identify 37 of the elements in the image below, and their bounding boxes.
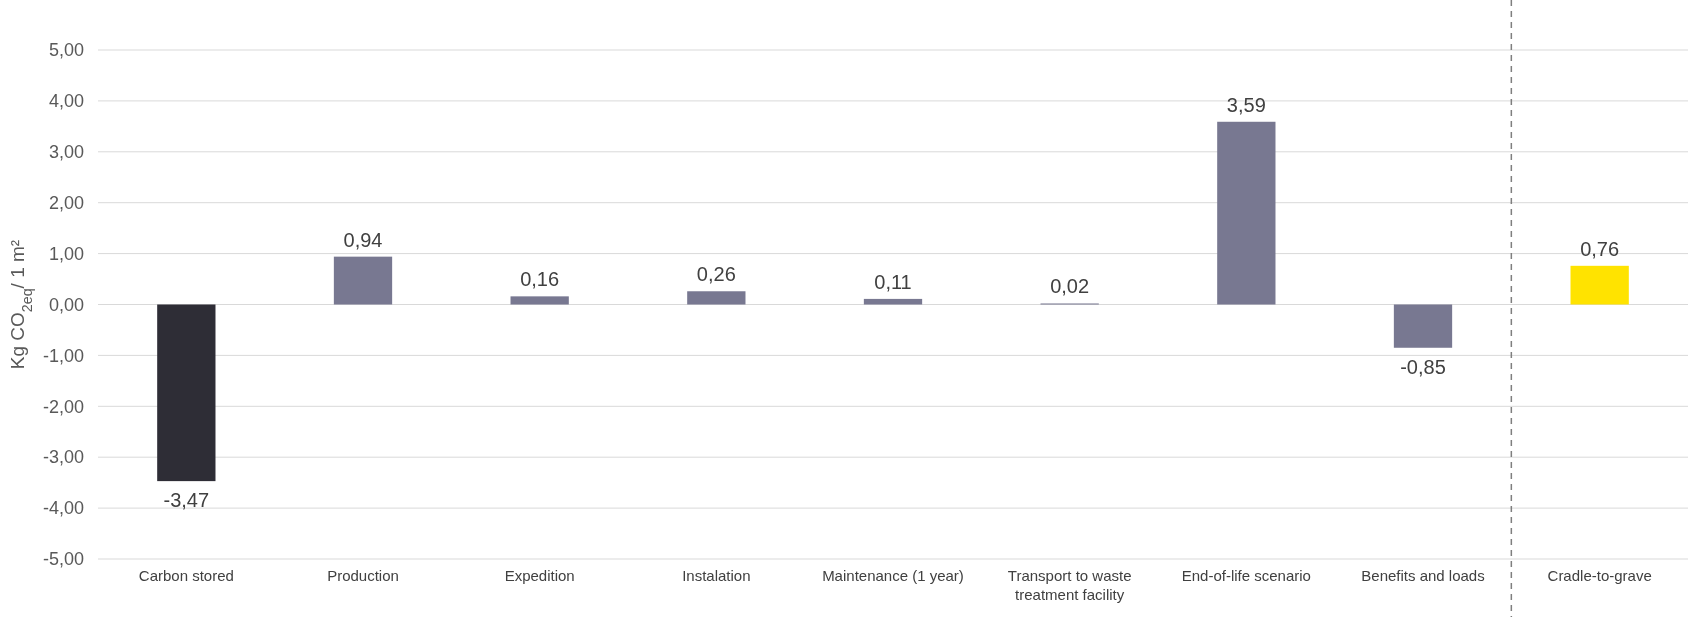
x-tick-label: Cradle-to-grave: [1547, 567, 1652, 584]
y-tick-label: -3,00: [42, 447, 84, 468]
bar: [1393, 304, 1453, 348]
y-tick-label: 5,00: [48, 40, 84, 61]
data-label: 0,26: [696, 263, 736, 286]
x-tick-label: Benefits and loads: [1361, 567, 1485, 584]
bar: [1570, 265, 1629, 305]
bar: [510, 296, 569, 305]
bar: [1217, 121, 1276, 305]
data-label: 0,16: [520, 268, 560, 291]
data-label: 0,76: [1580, 237, 1620, 260]
x-tick-label: End-of-life scenario: [1181, 567, 1311, 584]
data-label: 0,11: [874, 270, 912, 293]
y-tick-label: 1,00: [48, 243, 84, 264]
y-tick-label: 4,00: [48, 91, 84, 112]
bar: [863, 298, 923, 305]
y-tick-label: -2,00: [42, 396, 84, 417]
data-label: -3,47: [163, 489, 210, 512]
x-tick-label: Expedition: [504, 567, 575, 584]
x-tick-label: Production: [327, 567, 399, 584]
x-tick-label: Transport to waste treatment facility: [1007, 567, 1132, 603]
data-label: 0,94: [343, 228, 383, 251]
bar: [333, 256, 393, 305]
y-tick-label: 2,00: [48, 192, 84, 213]
bar: [157, 304, 216, 482]
y-tick-label: -4,00: [42, 498, 84, 519]
data-label: -0,85: [1400, 355, 1446, 378]
data-label: 3,59: [1226, 93, 1266, 116]
y-tick-label: 3,00: [48, 142, 84, 163]
x-tick-label: Carbon stored: [138, 567, 234, 584]
bar: [687, 291, 746, 305]
data-label: 0,02: [1050, 275, 1090, 298]
y-tick-label: -1,00: [42, 345, 84, 366]
y-tick-label: -5,00: [42, 549, 84, 570]
x-tick-label: Instalation: [682, 567, 751, 584]
y-tick-label: 0,00: [48, 294, 84, 315]
x-tick-label: Maintenance (1 year): [822, 567, 964, 584]
